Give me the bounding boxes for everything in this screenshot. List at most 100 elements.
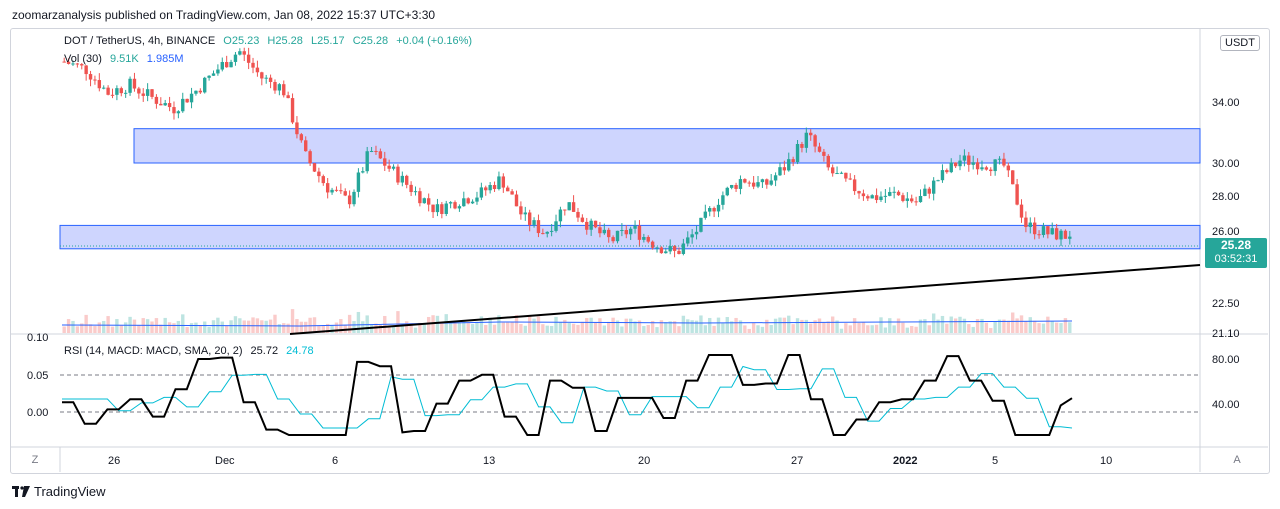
volume-bar <box>778 317 782 333</box>
candle-body <box>620 230 624 232</box>
volume-bar <box>791 324 795 333</box>
volume-bar <box>716 317 721 333</box>
volume-bar <box>664 322 668 333</box>
candle-body <box>488 185 492 191</box>
candle-body <box>378 151 383 159</box>
candle-body <box>580 217 585 222</box>
volume-bar <box>299 321 304 333</box>
volume-bar <box>738 320 743 333</box>
volume-label[interactable]: Vol (30) <box>64 53 102 65</box>
volume-bar <box>418 322 422 333</box>
volume-bar <box>317 325 321 333</box>
candle-body <box>216 69 220 74</box>
volume-bar <box>137 325 141 333</box>
volume-bar <box>589 317 593 333</box>
candle-body <box>896 191 901 196</box>
candle-body <box>975 162 980 170</box>
symbol-name[interactable]: DOT / TetherUS, 4h, BINANCE <box>64 35 216 47</box>
candle-body <box>224 62 229 68</box>
time-tick: 27 <box>791 455 803 467</box>
candle-body <box>664 251 668 254</box>
volume-bar <box>624 318 628 333</box>
zone-box[interactable] <box>59 224 1201 250</box>
volume-bar <box>712 325 716 333</box>
volume-bar <box>958 316 962 333</box>
volume-bar <box>400 325 405 333</box>
volume-bar <box>686 319 690 333</box>
candle-body <box>971 162 975 165</box>
volume-bar <box>545 325 549 333</box>
volume-bar <box>677 326 681 333</box>
trendline[interactable] <box>289 264 1201 335</box>
volume-bar <box>198 325 203 333</box>
volume-bar <box>914 326 918 333</box>
volume-bar <box>602 325 607 333</box>
volume-bar <box>923 319 927 333</box>
footer-brand[interactable]: TradingView <box>12 484 106 499</box>
volume-bar <box>576 324 580 333</box>
candle-body <box>102 87 106 89</box>
candle-body <box>1059 230 1063 240</box>
volume-bar <box>980 318 984 333</box>
volume-bar <box>971 326 975 333</box>
candle-body <box>84 65 88 75</box>
volume-bar <box>93 325 97 333</box>
volume-bar <box>391 325 396 333</box>
candle-body <box>163 103 167 106</box>
volume-bar <box>422 323 426 333</box>
candle-body <box>295 122 299 135</box>
candle-body <box>549 230 554 232</box>
volume-bar <box>813 320 817 333</box>
candle-body <box>132 78 137 89</box>
time-tick: 10 <box>1100 455 1112 467</box>
candle-body <box>339 190 343 192</box>
volume-value: 9.51K <box>109 53 139 65</box>
candle-body <box>325 183 330 193</box>
candle-body <box>1006 165 1011 171</box>
price-tick: 30.00 <box>1212 158 1240 170</box>
ohlc-open: O25.23 <box>223 35 260 47</box>
volume-bar <box>347 314 352 333</box>
candle-body <box>246 54 251 63</box>
currency-button[interactable]: USDT <box>1220 35 1260 51</box>
candle-body <box>686 237 690 244</box>
candle-body <box>343 191 347 196</box>
candle-body <box>1002 158 1006 166</box>
candle-body <box>734 184 738 189</box>
last-price-tag: 25.28 03:52:31 <box>1205 238 1267 268</box>
volume-bar <box>405 321 409 333</box>
volume-bar <box>949 316 953 333</box>
volume-bar <box>773 318 778 333</box>
zone-box[interactable] <box>133 128 1201 164</box>
candle-body <box>260 72 264 79</box>
volume-bar <box>75 326 80 333</box>
candle-body <box>989 169 993 172</box>
candle-body <box>791 159 795 163</box>
candle-body <box>923 188 927 197</box>
last-price: 25.28 <box>1220 238 1252 252</box>
volume-bar <box>901 322 905 333</box>
candle-body <box>800 144 804 148</box>
volume-bar <box>159 324 163 333</box>
volume-bar <box>194 322 198 333</box>
auto-scale-a-button[interactable]: A <box>1233 454 1241 466</box>
candle-body <box>268 77 273 82</box>
rsi-label[interactable]: RSI (14, MACD: MACD, SMA, 20, 2) <box>64 345 243 357</box>
volume-bar <box>387 326 391 333</box>
auto-scale-z-button[interactable]: Z <box>31 454 39 466</box>
volume-bar <box>571 323 576 333</box>
candle-body <box>708 208 712 212</box>
volume-bar <box>282 323 286 333</box>
candle-body <box>154 96 159 104</box>
volume-bar <box>523 325 527 333</box>
candle-body <box>611 237 615 242</box>
candle-body <box>931 180 936 194</box>
candle-body <box>527 212 532 225</box>
candle-body <box>233 54 238 62</box>
volume-bar <box>88 324 93 333</box>
candle-body <box>97 80 102 89</box>
volume-bar <box>567 323 571 333</box>
candle-body <box>457 206 462 209</box>
volume-bar <box>1046 316 1050 333</box>
